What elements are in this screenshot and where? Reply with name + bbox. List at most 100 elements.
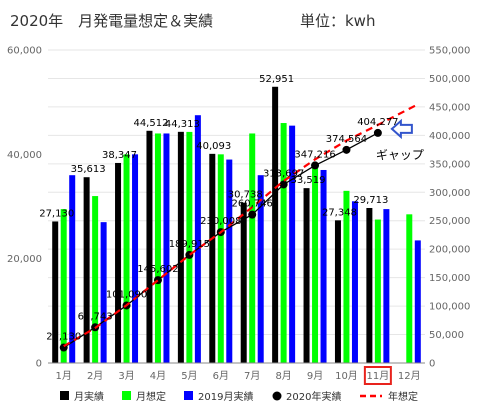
bar — [163, 133, 170, 363]
cumulative-data-label: 189,915 — [169, 239, 210, 250]
bar-series — [52, 86, 421, 364]
x-tick-label: 5月 — [181, 370, 197, 382]
left-tick-label: 0 — [36, 359, 42, 370]
right-tick-label: 550,000 — [429, 46, 470, 57]
bar — [303, 188, 310, 363]
bar — [320, 169, 327, 363]
cumulative-data-label: 27,130 — [46, 332, 81, 343]
right-tick-label: 200,000 — [429, 245, 470, 256]
bar — [226, 159, 233, 363]
right-tick-label: 100,000 — [429, 302, 470, 313]
bar — [186, 131, 193, 363]
cumulative-data-label: 145,602 — [137, 264, 178, 275]
legend-swatch — [60, 391, 69, 400]
left-tick-label: 60,000 — [7, 46, 42, 57]
line-point — [279, 180, 288, 189]
bar — [92, 196, 99, 363]
line-point — [342, 145, 351, 154]
legend-swatch — [272, 391, 282, 401]
bar — [249, 133, 256, 363]
legend-label: 年想定 — [388, 390, 418, 403]
bar — [177, 131, 184, 363]
right-tick-label: 0 — [429, 359, 435, 370]
highlight-box — [363, 366, 392, 385]
bar — [83, 177, 90, 363]
legend-label: 2020年実績 — [286, 390, 341, 403]
bar-data-label: 38,347 — [102, 150, 137, 161]
x-tick-label: 3月 — [118, 370, 134, 382]
bar — [366, 207, 373, 363]
bar — [406, 214, 413, 363]
bar — [289, 125, 296, 364]
unit-label: 単位：kwh — [300, 12, 375, 30]
left-tick-label: 20,000 — [7, 254, 42, 265]
cumulative-data-label: 230,008 — [200, 216, 241, 227]
cumulative-data-label: 260,746 — [232, 199, 273, 210]
annual-forecast-line — [63, 102, 420, 348]
bar — [414, 240, 421, 363]
bar — [280, 123, 287, 364]
bar — [115, 162, 122, 363]
bar — [100, 222, 107, 363]
cumulative-data-label: 347,216 — [294, 149, 335, 160]
legend-label: 月実績 — [74, 390, 104, 403]
right-tick-label: 150,000 — [429, 273, 470, 284]
cumulative-data-label: 374,564 — [326, 134, 367, 145]
bar-data-label: 30,738 — [228, 190, 263, 201]
bar-data-label: 27,348 — [322, 207, 357, 218]
axes: 0 50,000 100,000 150,000 200,000 250,000 300,0… — [7, 46, 470, 385]
line-series — [59, 102, 420, 352]
x-tick-label: 6月 — [213, 370, 229, 382]
x-tick-label: 12月 — [398, 370, 421, 382]
bar — [383, 209, 390, 363]
bar — [374, 219, 381, 363]
x-tick-label: 8月 — [275, 370, 291, 382]
right-tick-label: 500,000 — [429, 74, 470, 85]
bar — [240, 202, 247, 363]
bar — [60, 209, 67, 363]
line-point — [311, 161, 320, 170]
legend-swatch — [122, 391, 131, 400]
bar-data-label: 52,951 — [259, 74, 294, 85]
right-tick-label: 450,000 — [429, 102, 470, 113]
right-tick-label: 250,000 — [429, 216, 470, 227]
bar — [69, 175, 76, 363]
legend-swatch — [184, 391, 193, 400]
bar — [209, 153, 216, 363]
cumulative-data-label: 404,277 — [357, 117, 398, 128]
bar — [272, 86, 279, 364]
line-point — [248, 210, 257, 219]
x-tick-label: 1月 — [56, 370, 72, 382]
x-tick-label: 10月 — [335, 370, 358, 382]
bar — [343, 190, 350, 363]
bar-data-label: 40,093 — [196, 141, 231, 152]
gap-annotation: ギャップ — [376, 118, 424, 162]
bar — [132, 154, 139, 363]
bar-data-label: 35,613 — [71, 164, 106, 175]
cumulative-data-label: 313,697 — [263, 168, 304, 179]
legend: 月実績 月想定 2019月実績 2020年実績 年想定 — [60, 390, 418, 403]
bar — [312, 164, 319, 363]
bar — [334, 220, 341, 363]
bar-data-label: 27,130 — [39, 208, 74, 219]
cumulative-data-label: 62,743 — [78, 311, 113, 322]
x-tick-label: 7月 — [244, 370, 260, 382]
bar — [52, 221, 59, 363]
x-tick-label: 9月 — [307, 370, 323, 382]
line-point — [373, 128, 382, 137]
bar-data-label: 33,519 — [291, 175, 326, 186]
bar — [351, 201, 358, 363]
chart-title: 2020年 月発電量想定＆実績 — [10, 12, 213, 30]
gridlines — [48, 49, 425, 364]
bar — [123, 154, 130, 363]
right-tick-label: 50,000 — [429, 330, 464, 341]
bar — [217, 154, 224, 363]
bar-data-label: 44,313 — [165, 119, 200, 130]
right-tick-label: 350,000 — [429, 159, 470, 170]
bar-data-label: 29,713 — [353, 195, 388, 206]
legend-label: 2019月実績 — [198, 390, 253, 403]
x-tick-label: 4月 — [150, 370, 166, 382]
bar — [146, 130, 153, 363]
